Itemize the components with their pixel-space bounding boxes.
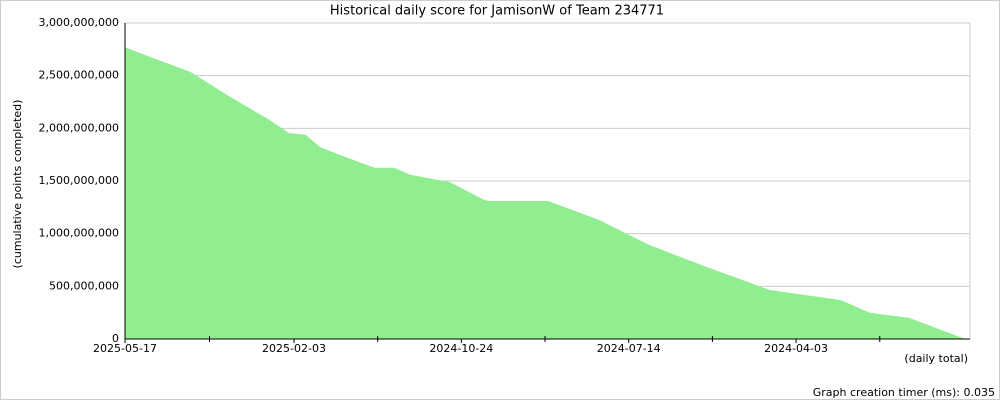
x-tick-label: 2024-04-03 <box>764 342 828 355</box>
x-tick-label: 2025-05-17 <box>93 342 157 355</box>
y-tick-label: 2,500,000,000 <box>39 69 119 82</box>
area <box>125 47 966 339</box>
y-tick-label: 1,000,000,000 <box>39 227 119 240</box>
chart-title: Historical daily score for JamisonW of T… <box>330 4 664 19</box>
footer: Graph creation timer (ms): 0.035 <box>813 386 995 399</box>
y-axis-label: (cumulative points completed) <box>11 100 24 269</box>
y-tick-label: 1,500,000,000 <box>39 174 119 187</box>
y-tick-label: 3,000,000,000 <box>39 16 119 29</box>
x-tick-label: 2024-10-24 <box>429 342 493 355</box>
x-axis-label: (daily total) <box>904 352 968 365</box>
x-tick-label: 2025-02-03 <box>262 342 326 355</box>
y-tick-label: 2,000,000,000 <box>39 121 119 134</box>
y-tick-label: 0 <box>112 332 119 345</box>
x-tick-label: 2024-07-14 <box>597 342 661 355</box>
y-tick-label: 500,000,000 <box>49 279 119 292</box>
